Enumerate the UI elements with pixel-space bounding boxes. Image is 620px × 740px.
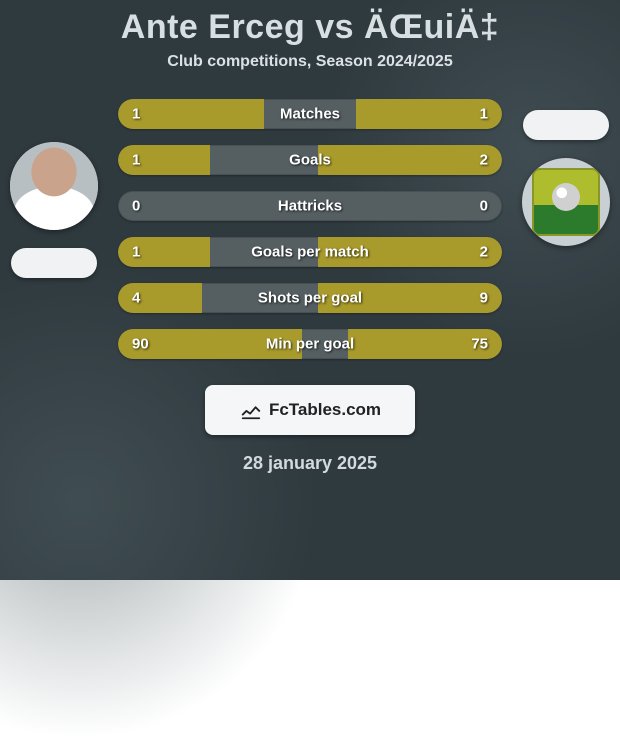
player-left (10, 142, 98, 278)
stat-value-right: 75 (471, 336, 488, 353)
stat-label: Matches (280, 106, 340, 123)
brand-badge[interactable]: FcTables.com (205, 385, 415, 435)
stat-label: Shots per goal (258, 290, 362, 307)
player-right-flag (523, 110, 609, 140)
stat-label: Hattricks (278, 198, 342, 215)
player-right (522, 110, 610, 246)
subtitle: Club competitions, Season 2024/2025 (0, 53, 620, 71)
stat-value-right: 2 (480, 244, 488, 261)
stat-value-right: 9 (480, 290, 488, 307)
player-left-avatar (10, 142, 98, 230)
bar-right (318, 145, 502, 175)
date-text: 28 january 2025 (0, 453, 620, 474)
stat-value-left: 0 (132, 198, 140, 215)
chart-icon (239, 398, 263, 422)
stat-value-right: 0 (480, 198, 488, 215)
stat-row: 4 9 Shots per goal (118, 283, 502, 313)
stat-value-left: 1 (132, 152, 140, 169)
stat-row: 90 75 Min per goal (118, 329, 502, 359)
stat-value-right: 2 (480, 152, 488, 169)
stat-row: 1 1 Matches (118, 99, 502, 129)
page-title: Ante Erceg vs ÄŒuiÄ‡ (0, 8, 620, 47)
stat-value-left: 1 (132, 244, 140, 261)
stat-value-left: 1 (132, 106, 140, 123)
club-logo-icon (532, 168, 600, 236)
brand-text: FcTables.com (269, 400, 381, 420)
stats-list: 1 1 Matches 1 2 Goals 0 0 Hattricks 1 2 Goals per m… (118, 99, 502, 359)
stat-row: 1 2 Goals per match (118, 237, 502, 267)
stat-row: 1 2 Goals (118, 145, 502, 175)
comparison-card: Ante Erceg vs ÄŒuiÄ‡ Club competitions, … (0, 0, 620, 580)
stat-label: Goals per match (251, 244, 369, 261)
stat-label: Goals (289, 152, 331, 169)
stat-value-left: 4 (132, 290, 140, 307)
stat-row: 0 0 Hattricks (118, 191, 502, 221)
bar-left (118, 283, 202, 313)
stat-value-left: 90 (132, 336, 149, 353)
player-left-flag (11, 248, 97, 278)
person-icon (10, 142, 98, 230)
stat-label: Min per goal (266, 336, 354, 353)
stat-value-right: 1 (480, 106, 488, 123)
player-right-avatar (522, 158, 610, 246)
